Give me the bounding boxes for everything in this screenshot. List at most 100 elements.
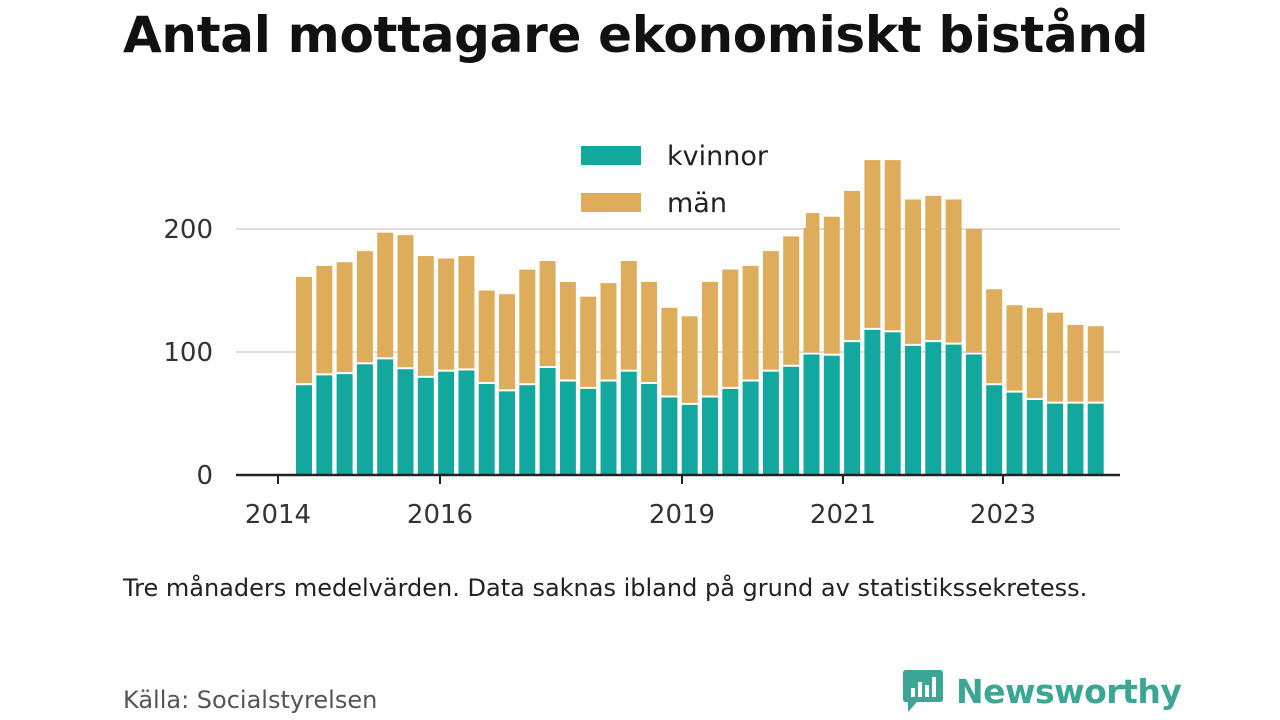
- bar-man: [884, 160, 901, 331]
- legend-swatch-män: [581, 193, 641, 212]
- x-tick-label-2019: 2019: [649, 500, 715, 530]
- bar-kvinnor: [661, 397, 678, 475]
- bar-kvinnor: [742, 381, 759, 475]
- chart-note: Tre månaders medelvärden. Data saknas ib…: [123, 574, 1088, 602]
- bar-man: [864, 160, 881, 328]
- bar-man: [316, 265, 333, 374]
- bar-kvinnor: [844, 342, 861, 475]
- bar-man: [336, 262, 353, 373]
- bar-man: [783, 236, 800, 365]
- bar-kvinnor: [965, 354, 982, 475]
- bar-man: [397, 235, 414, 368]
- bar-man: [925, 195, 942, 341]
- bar-kvinnor: [539, 367, 556, 475]
- brand-logo: Newsworthy: [902, 668, 1182, 714]
- legend: kvinnor män: [566, 130, 806, 228]
- y-tick-label-0: 0: [196, 461, 213, 491]
- bar-kvinnor: [559, 381, 576, 475]
- legend-label-kvinnor: kvinnor: [667, 141, 769, 172]
- bar-kvinnor: [905, 345, 921, 475]
- bar-man: [519, 269, 536, 384]
- bar-kvinnor: [1047, 403, 1064, 475]
- bar-man: [661, 307, 678, 396]
- bar-man: [681, 316, 698, 403]
- bar-man: [458, 256, 475, 369]
- bar-man: [539, 260, 556, 366]
- bar-kvinnor: [945, 344, 962, 475]
- bar-man: [296, 276, 312, 384]
- bar-kvinnor: [519, 385, 536, 475]
- axes: 0 100 200 2014 2016 2019 2021 2023: [163, 215, 1120, 530]
- bar-man: [844, 190, 861, 341]
- bar-man: [377, 232, 394, 358]
- bar-kvinnor: [296, 385, 312, 475]
- bar-man: [1067, 324, 1084, 402]
- bar-kvinnor: [864, 329, 881, 475]
- bar-man: [1006, 305, 1023, 391]
- bar-man: [620, 260, 637, 370]
- bar-series-group: [296, 160, 1104, 475]
- bar-kvinnor: [438, 371, 455, 475]
- newsworthy-logo-icon: [903, 670, 943, 712]
- bar-man: [945, 199, 962, 343]
- bar-kvinnor: [803, 354, 820, 475]
- bar-kvinnor: [702, 397, 718, 475]
- bar-man: [803, 213, 820, 353]
- bar-kvinnor: [1087, 403, 1104, 475]
- bar-kvinnor: [925, 342, 942, 475]
- bar-man: [1047, 312, 1064, 402]
- bar-man: [905, 199, 921, 344]
- bar-kvinnor: [478, 383, 495, 475]
- bar-man: [580, 296, 597, 387]
- x-tick-label-2023: 2023: [970, 500, 1036, 530]
- y-tick-label-100: 100: [163, 338, 213, 368]
- legend-label-män: män: [667, 188, 727, 219]
- bar-man: [742, 265, 759, 380]
- bar-kvinnor: [377, 359, 394, 475]
- bar-kvinnor: [1006, 392, 1023, 475]
- bar-kvinnor: [783, 366, 800, 475]
- bar-kvinnor: [884, 332, 901, 475]
- bar-man: [641, 281, 658, 382]
- bar-man: [965, 229, 982, 353]
- bar-kvinnor: [762, 371, 779, 475]
- bar-kvinnor: [722, 388, 739, 475]
- bar-man: [823, 216, 840, 354]
- x-tick-label-2016: 2016: [407, 500, 473, 530]
- bar-kvinnor: [681, 404, 698, 475]
- chart-title: Antal mottagare ekonomiskt bistånd: [123, 6, 1149, 64]
- bar-kvinnor: [823, 355, 840, 475]
- bar-kvinnor: [641, 383, 658, 475]
- bar-kvinnor: [499, 391, 515, 475]
- bar-kvinnor: [397, 369, 414, 475]
- bar-man: [356, 251, 373, 363]
- bar-man: [1087, 326, 1104, 402]
- stacked-bar-chart: 0 100 200 2014 2016 2019 2021 2023 kvinnor män: [163, 130, 1120, 530]
- bar-man: [417, 256, 434, 376]
- bar-man: [559, 281, 576, 380]
- bar-kvinnor: [1026, 399, 1043, 475]
- bar-man: [478, 290, 495, 382]
- bar-man: [438, 258, 455, 370]
- bar-kvinnor: [1067, 403, 1084, 475]
- bar-kvinnor: [417, 377, 434, 475]
- source-credit: Källa: Socialstyrelsen: [123, 686, 378, 714]
- bar-kvinnor: [620, 371, 637, 475]
- bar-kvinnor: [986, 385, 1003, 475]
- bar-man: [762, 251, 779, 370]
- bar-kvinnor: [316, 375, 333, 475]
- y-tick-label-200: 200: [163, 215, 213, 245]
- legend-swatch-kvinnor: [581, 146, 641, 165]
- bar-man: [702, 281, 718, 396]
- bar-kvinnor: [600, 381, 617, 475]
- bar-man: [1026, 307, 1043, 398]
- bar-man: [499, 294, 515, 390]
- x-tick-label-2021: 2021: [810, 500, 876, 530]
- bar-man: [722, 269, 739, 387]
- bar-man: [600, 283, 617, 380]
- bar-kvinnor: [580, 388, 597, 475]
- bar-kvinnor: [356, 364, 373, 475]
- brand-name: Newsworthy: [956, 671, 1182, 711]
- x-tick-label-2014: 2014: [245, 500, 311, 530]
- bar-man: [986, 289, 1003, 384]
